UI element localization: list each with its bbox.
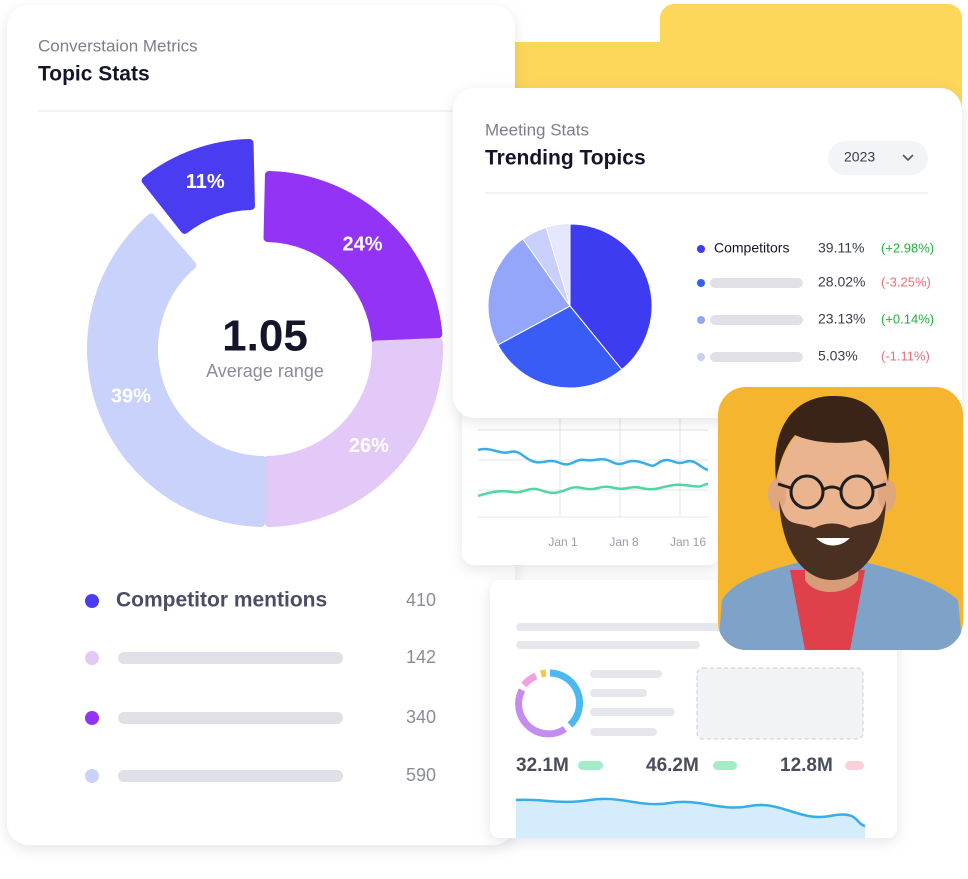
- legend-value: 142: [406, 647, 436, 667]
- pie-slice: [569, 223, 653, 371]
- donut-segment: [141, 139, 255, 234]
- placeholder: [118, 712, 343, 724]
- legend-label: Competitors: [714, 240, 789, 256]
- legend-dot: [697, 353, 705, 361]
- donut-chart: 24% 26% 39% 11%: [87, 139, 443, 527]
- legend-dot: [697, 245, 705, 253]
- legend-value: 39.11%: [818, 240, 864, 256]
- segment-label: 39%: [111, 386, 151, 408]
- legend: Competitors 39.11% (+2.98%) 28.02% (-3.25%) 2…: [697, 240, 934, 364]
- line: [477, 482, 709, 498]
- stat-value: 46.2M: [646, 755, 699, 776]
- mini-donut: [515, 669, 584, 738]
- center-value: 1.05: [222, 312, 308, 361]
- legend-value: 590: [406, 765, 436, 785]
- legend-dot: [697, 316, 705, 324]
- legend-value: 410: [406, 590, 436, 610]
- stat-value: 32.1M: [516, 755, 569, 776]
- legend-value: 28.02%: [818, 274, 865, 290]
- profile-photo: [718, 387, 963, 650]
- donut-segment: [263, 171, 443, 344]
- placeholder: [710, 278, 803, 288]
- legend-dot: [85, 769, 99, 783]
- year-value: 2023: [844, 149, 875, 165]
- year-dropdown[interactable]: [828, 141, 928, 175]
- stat-value: 12.8M: [780, 755, 833, 776]
- placeholder: [710, 315, 803, 325]
- segment-label: 11%: [186, 171, 225, 193]
- stats: 32.1M 46.2M 12.8M: [516, 755, 864, 776]
- stat-pill: [713, 761, 737, 770]
- legend-value: 5.03%: [818, 348, 858, 364]
- pie-slice: [497, 305, 623, 389]
- change-label: (-3.25%): [881, 274, 931, 289]
- segment-label: 24%: [343, 233, 383, 255]
- pie-slice: [487, 238, 571, 346]
- legend-dot: [85, 711, 99, 725]
- card-title: Topic Stats: [38, 63, 150, 86]
- stat-pill: [845, 761, 864, 770]
- x-axis: Jan 1 Jan 8 Jan 16: [548, 535, 706, 549]
- legend-value: 340: [406, 707, 436, 727]
- line: [477, 447, 709, 472]
- legend-dot: [85, 651, 99, 665]
- chevron: [902, 154, 914, 162]
- card: [462, 405, 720, 565]
- placeholder: [710, 352, 803, 362]
- card-subtitle: Converstaion Metrics: [38, 36, 198, 55]
- legend-dot: [697, 279, 705, 287]
- legend-dot: [85, 594, 99, 608]
- center-label: Average range: [206, 361, 324, 381]
- line: [515, 797, 866, 828]
- stat-pill: [578, 761, 603, 770]
- card-subtitle: Meeting Stats: [485, 120, 589, 139]
- pie-chart: [487, 223, 653, 389]
- placeholder-box: [696, 667, 864, 740]
- donut-segment: [263, 338, 443, 527]
- change-label: (-1.11%): [881, 348, 930, 363]
- change-label: (+0.14%): [881, 311, 934, 326]
- donut-segment: [87, 213, 267, 527]
- x-tick-label: Jan 8: [609, 535, 639, 549]
- legend-label: Competitor mentions: [116, 589, 327, 612]
- x-tick-label: Jan 1: [548, 535, 578, 549]
- legend: Competitor mentions 410 142 340 590: [85, 589, 436, 785]
- segment-label: 26%: [349, 435, 389, 457]
- placeholder: [516, 623, 750, 736]
- placeholder: [118, 652, 343, 664]
- placeholder: [118, 770, 343, 782]
- card-title: Trending Topics: [485, 147, 646, 170]
- pie-slice: [522, 226, 571, 307]
- card: [7, 5, 515, 845]
- x-tick-label: Jan 16: [670, 535, 706, 549]
- change-label: (+2.98%): [881, 240, 934, 255]
- legend-value: 23.13%: [818, 311, 865, 327]
